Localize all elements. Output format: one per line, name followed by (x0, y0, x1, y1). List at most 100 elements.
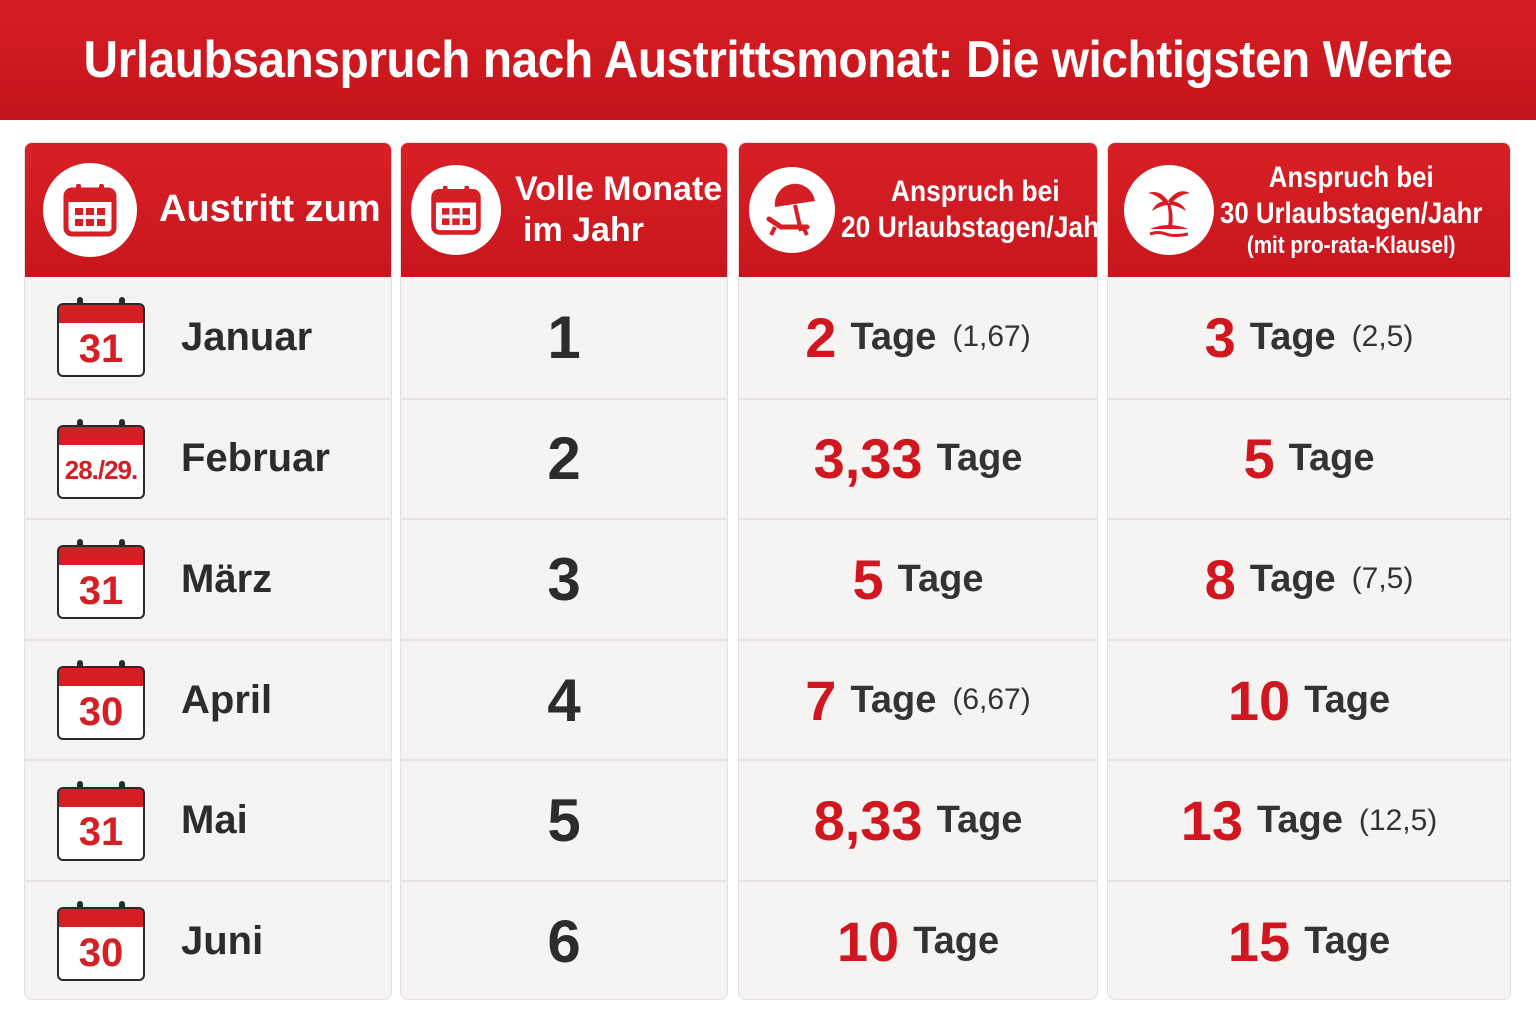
calendar-day: 30 (57, 686, 145, 741)
claim-20-value: 8,33 (813, 789, 923, 853)
claim-unit: Tage (1304, 678, 1391, 721)
claim-20-value: 2 (805, 305, 837, 369)
column-header-label: Austritt zum (159, 188, 381, 231)
column-header-claim-20: Anspruch bei 20 Urlaubstagen/Jahr (739, 143, 1097, 277)
claim-30-value: 15 (1227, 909, 1291, 973)
column-header-label: Volle Monate im Jahr (515, 169, 722, 251)
table-row: 15 Tage (1108, 879, 1510, 999)
claim-30-value: 5 (1243, 427, 1275, 491)
calendar-header (57, 666, 145, 689)
full-months-value: 5 (547, 787, 581, 855)
month-label: Juni (181, 918, 264, 963)
claim-unit: Tage (936, 799, 1023, 842)
claim-30-exact: (2,5) (1351, 320, 1414, 354)
claim-unit: Tage (850, 678, 937, 721)
calendar-day: 30 (57, 927, 145, 982)
table-row: 3 (401, 518, 727, 639)
table-row: 3 Tage (2,5) (1108, 277, 1510, 398)
full-months-value: 1 (547, 303, 581, 371)
month-label: Februar (181, 436, 330, 481)
table-row: 8,33 Tage (739, 759, 1097, 880)
calendar-icon (43, 163, 137, 257)
calendar-icon: 28./29. (57, 418, 145, 499)
table-row: 2 Tage (1,67) (739, 277, 1097, 398)
table-row: 5 Tage (1108, 397, 1510, 519)
header-line: Volle Monate (515, 170, 723, 209)
table-row: 4 (401, 638, 727, 760)
claim-unit: Tage (897, 557, 984, 600)
table-row: 13 Tage (12,5) (1108, 759, 1510, 880)
table-row: 30 April (25, 638, 391, 760)
claim-30-exact: (7,5) (1351, 562, 1414, 596)
claim-30-value: 13 (1180, 789, 1244, 853)
column-claim-20: Anspruch bei 20 Urlaubstagen/Jahr 2 Tage (… (738, 142, 1098, 1000)
claim-unit: Tage (1304, 919, 1391, 962)
table-row: 8 Tage (7,5) (1108, 518, 1510, 639)
column-claim-30: Anspruch bei 30 Urlaubstagen/Jahr (mit p… (1107, 142, 1511, 1000)
table-row: 10 Tage (1108, 638, 1510, 760)
calendar-header (57, 303, 145, 326)
claim-unit: Tage (1249, 557, 1336, 600)
column-header-label: Anspruch bei 20 Urlaubstagen/Jahr (841, 174, 1098, 246)
claim-30-value: 10 (1227, 668, 1291, 732)
claim-30-exact: (12,5) (1358, 803, 1438, 837)
calendar-icon: 30 (57, 660, 145, 741)
header-line: im Jahr (523, 211, 644, 249)
calendar-day: 31 (57, 806, 145, 861)
claim-20-exact: (1,67) (952, 320, 1031, 354)
calendar-icon: 31 (57, 539, 145, 620)
table-row: 5 (401, 759, 727, 880)
claim-30-value: 3 (1204, 305, 1236, 369)
calendar-header (57, 545, 145, 568)
table-row: 3,33 Tage (739, 397, 1097, 519)
calendar-icon: 31 (57, 297, 145, 378)
header-line: 20 Urlaubstagen/Jahr (841, 211, 1098, 244)
claim-20-exact: (6,67) (952, 683, 1031, 717)
table-row: 31 März (25, 518, 391, 639)
calendar-header (57, 424, 145, 447)
column-header-exit: Austritt zum (25, 143, 391, 277)
calendar-day: 31 (57, 565, 145, 620)
table-row: 31 Januar (25, 277, 391, 398)
claim-20-value: 5 (852, 547, 884, 611)
header-line: Anspruch bei (1268, 160, 1434, 194)
column-exit-date: Austritt zum 31 Januar 28./29. Februar 31 Mär… (24, 142, 392, 1000)
claim-unit: Tage (1257, 799, 1343, 842)
calendar-day: 31 (57, 323, 145, 378)
claim-unit: Tage (1288, 437, 1375, 480)
column-header-label: Anspruch bei 30 Urlaubstagen/Jahr (mit p… (1220, 160, 1482, 261)
calendar-icon: 31 (57, 780, 145, 861)
header-line: 30 Urlaubstagen/Jahr (1220, 196, 1483, 230)
table-row: 7 Tage (6,67) (739, 638, 1097, 760)
table-row: 5 Tage (739, 518, 1097, 639)
table-row: 31 Mai (25, 759, 391, 880)
month-label: Januar (181, 314, 313, 359)
palm-island-icon (1124, 165, 1214, 255)
claim-20-value: 7 (805, 668, 837, 732)
full-months-value: 2 (547, 425, 581, 493)
header-line: Anspruch bei (890, 175, 1060, 208)
table-row: 10 Tage (739, 879, 1097, 999)
month-label: Mai (181, 798, 248, 843)
table-row: 2 (401, 397, 727, 519)
column-full-months: Volle Monate im Jahr 1 2 3 4 5 6 (400, 142, 728, 1000)
calendar-header (57, 786, 145, 809)
table-row: 1 (401, 277, 727, 398)
claim-unit: Tage (1249, 315, 1336, 358)
calendar-header (57, 907, 145, 930)
claim-20-value: 10 (836, 909, 900, 973)
month-label: März (181, 556, 273, 601)
calendar-day: 28./29. (57, 444, 145, 499)
claim-30-value: 8 (1204, 547, 1236, 611)
claim-unit: Tage (936, 437, 1023, 480)
full-months-value: 6 (547, 907, 581, 975)
full-months-value: 4 (547, 666, 581, 734)
claim-unit: Tage (850, 315, 937, 358)
month-label: April (181, 677, 273, 722)
calendar-icon: 30 (57, 901, 145, 982)
calendar-icon (411, 165, 501, 255)
header-line-note: (mit pro-rata-Klausel) (1246, 231, 1456, 259)
full-months-value: 3 (547, 545, 581, 613)
page-title: Urlaubsanspruch nach Austrittsmonat: Die… (83, 31, 1453, 89)
claim-unit: Tage (913, 919, 1000, 962)
